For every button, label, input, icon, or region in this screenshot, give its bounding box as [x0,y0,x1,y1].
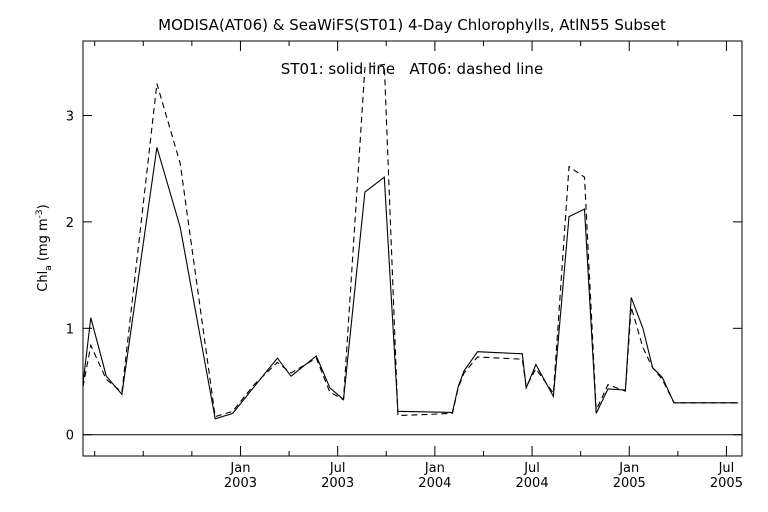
series-layer [82,63,739,420]
legend-annotation: ST01: solid line AT06: dashed line [281,60,543,78]
x-tick-month: Jul [523,461,540,476]
y-tick-label: 3 [66,109,74,124]
x-tick-month: Jul [718,461,735,476]
series-line-at06 [82,63,739,418]
x-axis: Jan2003Jul2003Jan2004Jul2004Jan2005Jul20… [94,41,743,491]
x-tick-month: Jan [229,461,250,476]
plot-frame [82,40,743,457]
x-tick-year: 2003 [321,476,354,491]
x-tick-year: 2004 [516,476,549,491]
x-tick-year: 2004 [418,476,451,491]
y-axis: 0 1 2 3 [66,109,742,444]
chart-title: MODISA(AT06) & SeaWiFS(ST01) 4-Day Chlor… [158,16,666,34]
x-tick-month: Jul [329,461,346,476]
x-tick-month: Jan [424,461,445,476]
x-tick-year: 2005 [710,476,743,491]
y-axis-label: Chla (mg m-3) [35,204,54,291]
y-tick-label: 2 [66,216,74,231]
x-tick-month: Jan [618,461,639,476]
y-tick-label: 0 [66,429,74,444]
x-tick-year: 2003 [224,476,257,491]
y-tick-label: 1 [66,322,74,337]
series-line-st01 [82,147,739,420]
x-tick-year: 2005 [613,476,646,491]
